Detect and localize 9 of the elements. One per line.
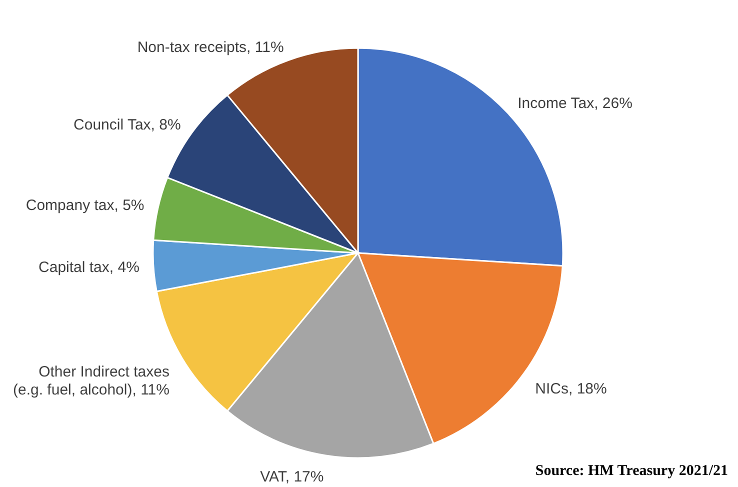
slice-label: Non-tax receipts, 11%: [137, 38, 284, 56]
slice-label: Capital tax, 4%: [38, 258, 140, 276]
slice-label: VAT, 17%: [260, 468, 324, 486]
slice-label: NICs, 18%: [535, 380, 607, 398]
slice-label: Other Indirect taxes (e.g. fuel, alcohol), 11%: [13, 363, 170, 398]
slice-label: Council Tax, 8%: [74, 116, 181, 134]
slice-label: Company tax, 5%: [26, 197, 144, 214]
slice-label: Income Tax, 26%: [518, 95, 632, 112]
source-note: Source: HM Treasury 2021/21: [535, 463, 728, 479]
